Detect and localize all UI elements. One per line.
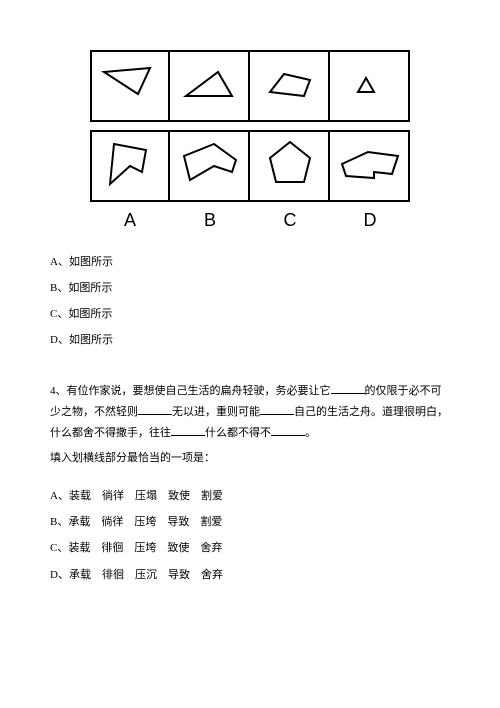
opt-letter: B、 — [50, 516, 68, 528]
q3-option-B: B、如图所示 — [50, 277, 450, 299]
shape-r2-1 — [184, 144, 236, 180]
opt-w3: 致使 — [168, 490, 190, 502]
opt-w1: 徜徉 — [102, 490, 124, 502]
q-cell-3 — [250, 50, 330, 122]
opt-w3: 导致 — [167, 516, 189, 528]
opt-letter: D、 — [50, 569, 69, 581]
shape-svg — [330, 130, 408, 202]
blank-4 — [171, 426, 205, 436]
opt-w1: 徘徊 — [101, 542, 123, 554]
shape-row-2 — [50, 130, 450, 202]
shape-svg — [92, 130, 168, 202]
shape-svg — [250, 130, 328, 202]
opt-letter: C、 — [50, 542, 68, 554]
opt-w0: 承载 — [69, 569, 91, 581]
opt-w2: 压沉 — [135, 569, 157, 581]
opt-w1: 徘徊 — [102, 569, 124, 581]
shape-r2-3 — [342, 152, 398, 178]
opt-w0: 装载 — [68, 542, 90, 554]
opt-w2: 压塌 — [135, 490, 157, 502]
q3-option-C: C、如图所示 — [50, 303, 450, 325]
q4-part-4: 什么都不得不 — [205, 427, 271, 439]
q-cell-4 — [330, 50, 410, 122]
a-cell-A — [90, 130, 170, 202]
label-C: C — [250, 210, 330, 231]
shape-r2-2 — [270, 142, 310, 182]
shape-svg — [92, 50, 168, 122]
a-cell-C — [250, 130, 330, 202]
q4-option-B: B、承载 徜徉 压垮 导致 割爱 — [50, 509, 450, 535]
label-D: D — [330, 210, 410, 231]
opt-w4: 舍弃 — [201, 569, 223, 581]
opt-w0: 装载 — [69, 490, 91, 502]
opt-letter: A、 — [50, 490, 69, 502]
opt-w3: 致使 — [167, 542, 189, 554]
opt-w0: 承载 — [68, 516, 90, 528]
q4-part-5: 。 — [305, 427, 316, 439]
opt-w1: 徜徉 — [101, 516, 123, 528]
q4-option-A: A、装载 徜徉 压塌 致使 割爱 — [50, 483, 450, 509]
q3-option-D: D、如图所示 — [50, 329, 450, 351]
opt-w4: 割爱 — [200, 516, 222, 528]
shape-r1-0 — [104, 68, 150, 94]
opt-w2: 压垮 — [134, 542, 156, 554]
labels-row: A B C D — [50, 210, 450, 231]
figure-container: A B C D — [50, 50, 450, 231]
q4-options: A、装载 徜徉 压塌 致使 割爱 B、承载 徜徉 压垮 导致 割爱 C、装载 徘… — [50, 483, 450, 589]
blank-1 — [331, 384, 365, 394]
shape-svg — [170, 130, 248, 202]
a-cell-D — [330, 130, 410, 202]
blank-5 — [271, 426, 305, 436]
shape-r1-2 — [270, 74, 310, 96]
opt-w2: 压垮 — [134, 516, 156, 528]
opt-w4: 舍弃 — [200, 542, 222, 554]
q4-part-2: 无以进，重则可能 — [172, 406, 260, 418]
shape-r2-0 — [110, 144, 146, 184]
q3-option-list: A、如图所示 B、如图所示 C、如图所示 D、如图所示 — [50, 251, 450, 351]
q4-text: 4、有位作家说，要想使自己生活的扁舟轻驶，务必要让它的仅限于必不可少之物，不然轻… — [50, 381, 450, 444]
opt-w4: 割爱 — [201, 490, 223, 502]
q4-block: 4、有位作家说，要想使自己生活的扁舟轻驶，务必要让它的仅限于必不可少之物，不然轻… — [50, 381, 450, 588]
shape-svg — [250, 50, 328, 122]
q4-option-D: D、承载 徘徊 压沉 导致 舍弃 — [50, 562, 450, 588]
q4-option-C: C、装载 徘徊 压垮 致使 舍弃 — [50, 535, 450, 561]
opt-w3: 导致 — [168, 569, 190, 581]
shape-svg — [330, 50, 408, 122]
shape-r1-3 — [358, 78, 374, 92]
a-cell-B — [170, 130, 250, 202]
shape-r1-1 — [186, 72, 232, 96]
label-B: B — [170, 210, 250, 231]
shape-row-1 — [50, 50, 450, 122]
label-A: A — [90, 210, 170, 231]
q-cell-2 — [170, 50, 250, 122]
q4-stem: 填入划横线部分最恰当的一项是： — [50, 448, 450, 469]
q4-part-0: 4、有位作家说，要想使自己生活的扁舟轻驶，务必要让它 — [50, 385, 331, 397]
q3-option-A: A、如图所示 — [50, 251, 450, 273]
blank-3 — [260, 405, 294, 415]
shape-svg — [170, 50, 248, 122]
blank-2 — [138, 405, 172, 415]
q-cell-1 — [90, 50, 170, 122]
